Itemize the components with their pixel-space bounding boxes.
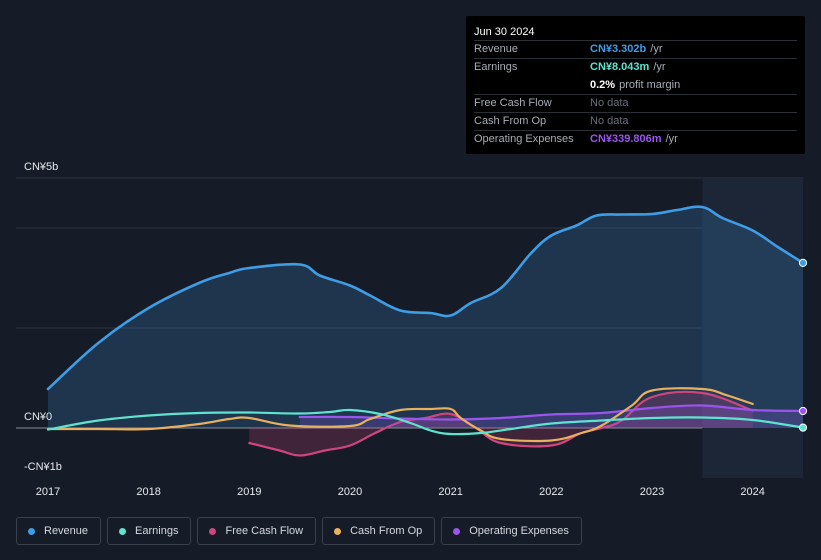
y-axis: CN¥5b CN¥0 -CN¥1b: [24, 161, 62, 473]
legend-item-earnings[interactable]: Earnings: [107, 517, 192, 545]
legend-dot-icon: [453, 527, 461, 535]
legend-label: Cash From Op: [350, 525, 423, 537]
y-tick-label: CN¥5b: [24, 161, 58, 173]
tooltip-row-unit: profit margin: [619, 79, 681, 91]
x-tick-label: 2024: [740, 486, 764, 498]
legend-dot-icon: [28, 527, 35, 535]
tooltip-rows: Revenue CN¥3.302b/yr Earnings CN¥8.043m/yr 0…: [474, 40, 797, 148]
legend: Revenue Earnings Free Cash Flow Cash From O…: [16, 517, 582, 547]
legend-label: Operating Expenses: [469, 525, 569, 537]
tooltip-row-value: 0.2%: [590, 79, 616, 91]
revenue-area: [48, 206, 803, 428]
cash-from-op-line: [46, 387, 754, 443]
y-tick-label: CN¥0: [24, 411, 52, 423]
legend-label: Earnings: [135, 525, 179, 537]
tooltip-row-value: No data: [590, 115, 629, 127]
x-tick-label: 2022: [539, 486, 563, 498]
highlight-region: [702, 178, 803, 478]
tooltip-row-unit: /yr: [650, 43, 663, 55]
tooltip-row: 0.2% profit margin: [474, 76, 797, 94]
x-tick-label: 2018: [136, 486, 160, 498]
tooltip-row-unit: /yr: [653, 61, 666, 73]
legend-item-operating-expenses[interactable]: Operating Expenses: [441, 517, 582, 545]
series-endpoints: [798, 258, 808, 432]
tooltip-row: Free Cash Flow No data: [474, 94, 797, 112]
legend-item-revenue[interactable]: Revenue: [16, 517, 102, 545]
revenue-line: [46, 205, 805, 391]
cash-from-op-series: [46, 387, 754, 443]
tooltip-row: Revenue CN¥3.302b/yr: [474, 40, 797, 58]
tooltip-row-label: Earnings: [474, 61, 518, 73]
tooltip-row-value: No data: [590, 97, 629, 109]
legend-label: Revenue: [44, 525, 89, 537]
x-tick-label: 2021: [438, 486, 462, 498]
x-tick-label: 2019: [237, 486, 261, 498]
legend-dot-icon: [119, 527, 127, 535]
legend-item-free-cash-flow[interactable]: Free Cash Flow: [197, 517, 317, 545]
operating-expenses-series: [298, 404, 805, 428]
operating-expenses-area: [299, 405, 803, 428]
revenue-endpoint: [798, 258, 808, 267]
legend-dot-icon: [334, 527, 342, 535]
earnings-endpoint: [798, 423, 808, 432]
tooltip-panel: Jun 30 2024 Revenue CN¥3.302b/yr Earnings C…: [466, 16, 805, 154]
tooltip-row-value: CN¥8.043m: [590, 61, 650, 73]
x-tick-label: 2020: [338, 486, 362, 498]
tooltip-row-value: CN¥339.806m: [590, 133, 662, 145]
operating-expenses-endpoint: [798, 406, 808, 416]
revenue-series: [46, 205, 805, 428]
legend-item-cash-from-op[interactable]: Cash From Op: [322, 517, 436, 545]
tooltip-row: Operating Expenses CN¥339.806m/yr: [474, 130, 797, 148]
x-tick-label: 2023: [640, 486, 664, 498]
tooltip-row-label: Operating Expenses: [474, 133, 574, 145]
x-tick-label: 2017: [36, 486, 60, 498]
tooltip-row-label: Revenue: [474, 43, 519, 55]
tooltip-row-label: Cash From Op: [474, 115, 547, 127]
legend-dot-icon: [209, 527, 217, 535]
series-layer: [46, 205, 805, 457]
earnings-series: [46, 408, 805, 436]
y-tick-label: -CN¥1b: [24, 461, 62, 473]
tooltip-date: Jun 30 2024: [474, 26, 535, 38]
tooltip-row-value: CN¥3.302b: [590, 43, 647, 55]
tooltip-row-label: Free Cash Flow: [474, 97, 552, 109]
tooltip-row-unit: /yr: [665, 133, 678, 145]
forecast-highlight: [702, 178, 803, 478]
x-axis: 2017 2018 2019 2020 2021 2022 2023 2024: [36, 486, 765, 498]
earnings-line: [46, 408, 805, 436]
tooltip-row: Earnings CN¥8.043m/yr: [474, 58, 797, 76]
tooltip-row-label: [474, 77, 590, 94]
tooltip-row: Cash From Op No data: [474, 112, 797, 130]
legend-label: Free Cash Flow: [225, 525, 304, 537]
operating-expenses-line: [298, 404, 805, 421]
